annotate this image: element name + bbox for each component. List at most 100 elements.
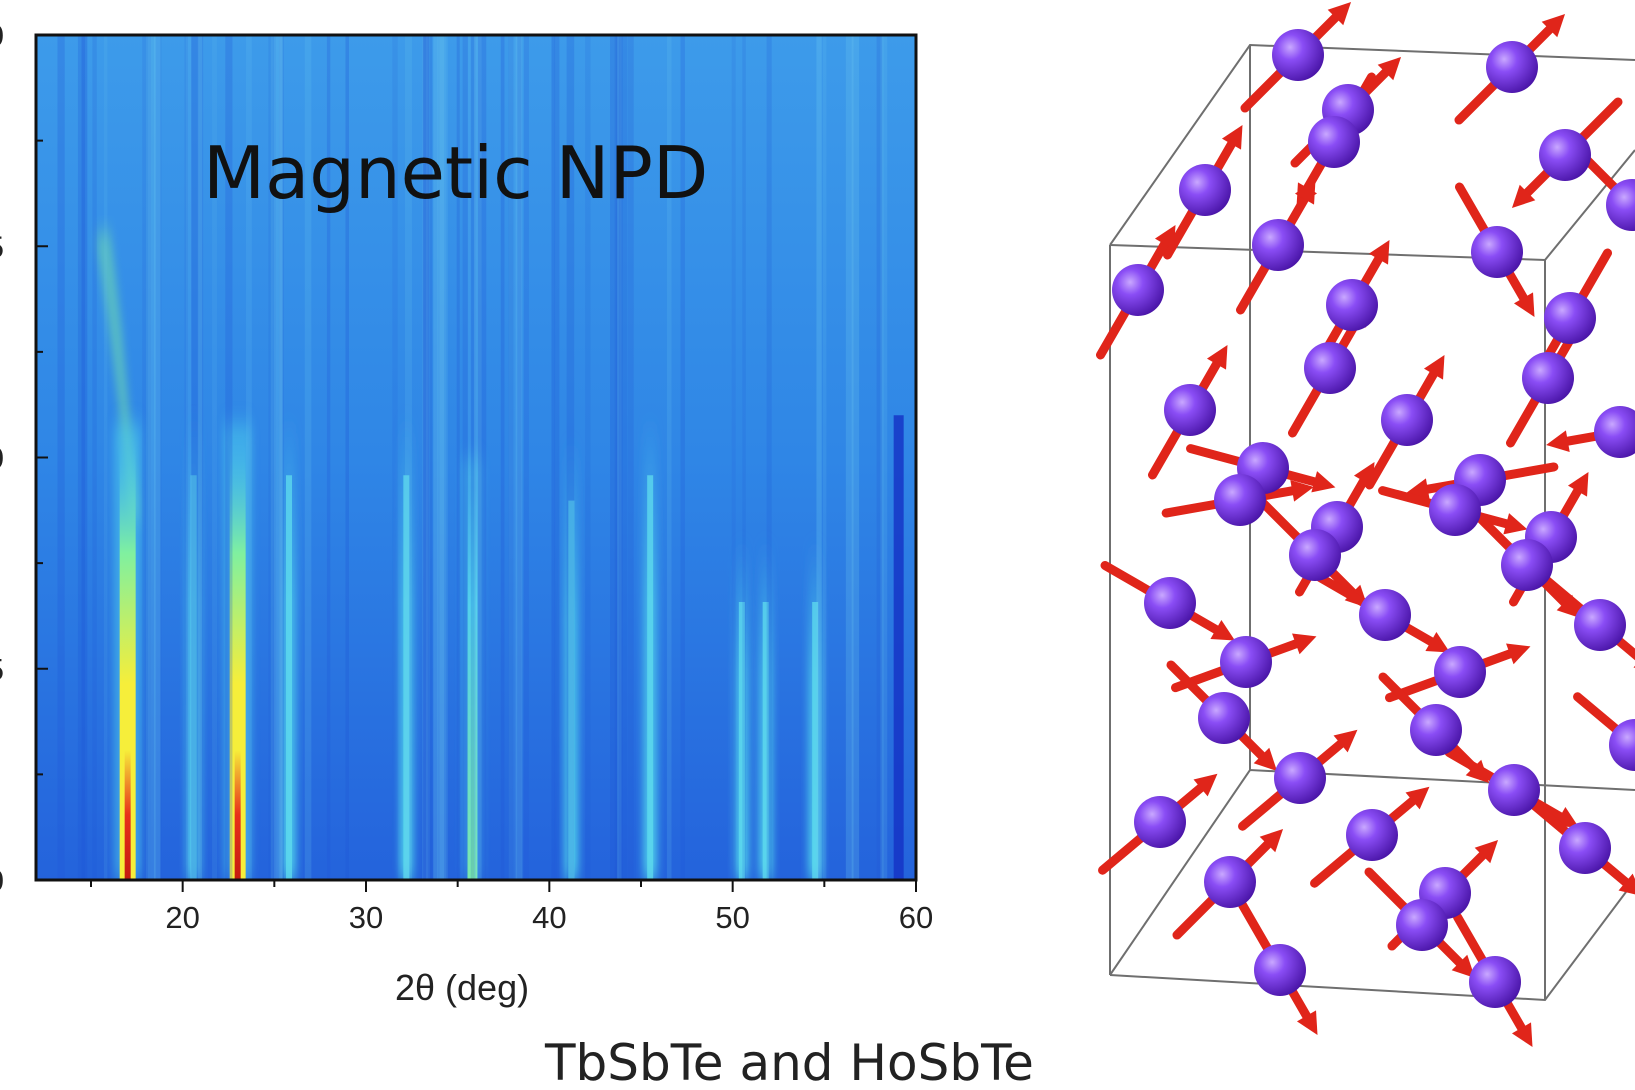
atom [1112, 264, 1164, 316]
atom [1469, 956, 1521, 1008]
atom [1574, 599, 1626, 651]
peak-ridge [808, 542, 823, 880]
bg-stripe [103, 35, 108, 880]
bg-stripe [473, 35, 482, 880]
bg-stripe [477, 35, 487, 880]
bg-stripe [147, 35, 157, 880]
bg-stripe [470, 35, 476, 880]
atom [1501, 539, 1553, 591]
atom [1359, 589, 1411, 641]
peak-ridge [223, 423, 252, 880]
peak-ridge [564, 440, 579, 880]
y-tick-label: 5 [0, 229, 4, 264]
atom [1274, 752, 1326, 804]
inset-title: Magnetic NPD [203, 131, 708, 215]
peak-ridges [113, 415, 823, 880]
atom [1326, 279, 1378, 331]
bg-stripe [278, 35, 284, 880]
bg-stripe [422, 35, 430, 880]
bg-stripe [246, 35, 252, 880]
bg-stripe [81, 35, 88, 880]
bg-stripe [184, 35, 188, 880]
bg-stripe [199, 35, 204, 880]
bg-stripe [462, 35, 469, 880]
atom [1486, 41, 1538, 93]
bg-stripe [92, 35, 97, 880]
bg-stripe [508, 35, 514, 880]
y-tick-label: 0 [0, 441, 4, 476]
peak-ridge [186, 415, 201, 880]
atom [1164, 384, 1216, 436]
bg-stripe [146, 35, 155, 880]
bg-stripe [57, 35, 65, 880]
atom [1594, 406, 1635, 458]
x-tick-label: 20 [165, 900, 199, 935]
bg-stripe [392, 35, 398, 880]
atom [1609, 719, 1635, 771]
peak-ridge [399, 415, 414, 880]
background-stripes [57, 35, 904, 880]
atom [1254, 944, 1306, 996]
peak-ridge [758, 542, 773, 880]
bg-stripe [585, 35, 591, 880]
atom [1304, 342, 1356, 394]
bg-stripe [279, 35, 283, 880]
bg-stripe [500, 35, 505, 880]
peak-ridge [643, 415, 658, 880]
figure-caption: TbSbTe and HoSbTe [544, 1034, 1034, 1090]
atom [1522, 352, 1574, 404]
x-tick-label: 60 [899, 900, 933, 935]
atom [1381, 394, 1433, 446]
bg-stripe [614, 35, 621, 880]
bg-stripe [523, 35, 529, 880]
dark-band [893, 415, 904, 880]
atom [1544, 292, 1596, 344]
x-tick-label: 40 [532, 900, 566, 935]
bg-stripe [345, 35, 349, 880]
atom [1179, 164, 1231, 216]
atom [1346, 809, 1398, 861]
atom [1488, 764, 1540, 816]
bg-stripe [566, 35, 575, 880]
x-axis-label: 2θ (deg) [395, 967, 529, 1008]
y-axis-ticks: 0 5 0 5 0 [0, 18, 48, 898]
bg-stripe [273, 35, 283, 880]
bg-stripe [554, 35, 560, 880]
y-tick-label: 0 [0, 18, 4, 53]
bg-stripe [439, 35, 448, 880]
peak-ridge [734, 542, 749, 880]
x-tick-label: 50 [715, 900, 749, 935]
atom [1214, 474, 1266, 526]
bg-stripe [845, 35, 854, 880]
bg-stripe [270, 35, 274, 880]
bg-stripe [617, 35, 622, 880]
atom [1410, 704, 1462, 756]
bg-stripe [882, 35, 888, 880]
bg-stripe [731, 35, 736, 880]
atom [1198, 692, 1250, 744]
bg-stripe [437, 35, 445, 880]
bg-stripe [456, 35, 460, 880]
bg-stripe [615, 35, 623, 880]
bg-stripe [422, 35, 428, 880]
bg-stripe [508, 35, 517, 880]
peak-ridge [282, 415, 296, 880]
bg-stripe [618, 35, 628, 880]
bg-stripe [766, 35, 772, 880]
atom [1252, 219, 1304, 271]
bg-stripe [191, 35, 200, 880]
bg-stripe [551, 35, 556, 880]
atoms [1112, 29, 1635, 1008]
x-tick-label: 30 [349, 900, 383, 935]
bg-stripe [197, 35, 203, 880]
bg-stripe [304, 35, 312, 880]
bg-stripe [816, 35, 822, 880]
atom [1308, 116, 1360, 168]
bg-stripe [876, 35, 883, 880]
magnetic-structure-panel [1096, 1, 1635, 1047]
peak-ridge [462, 457, 483, 880]
bg-stripe [467, 35, 472, 880]
atom [1471, 226, 1523, 278]
bg-stripe [326, 35, 331, 880]
